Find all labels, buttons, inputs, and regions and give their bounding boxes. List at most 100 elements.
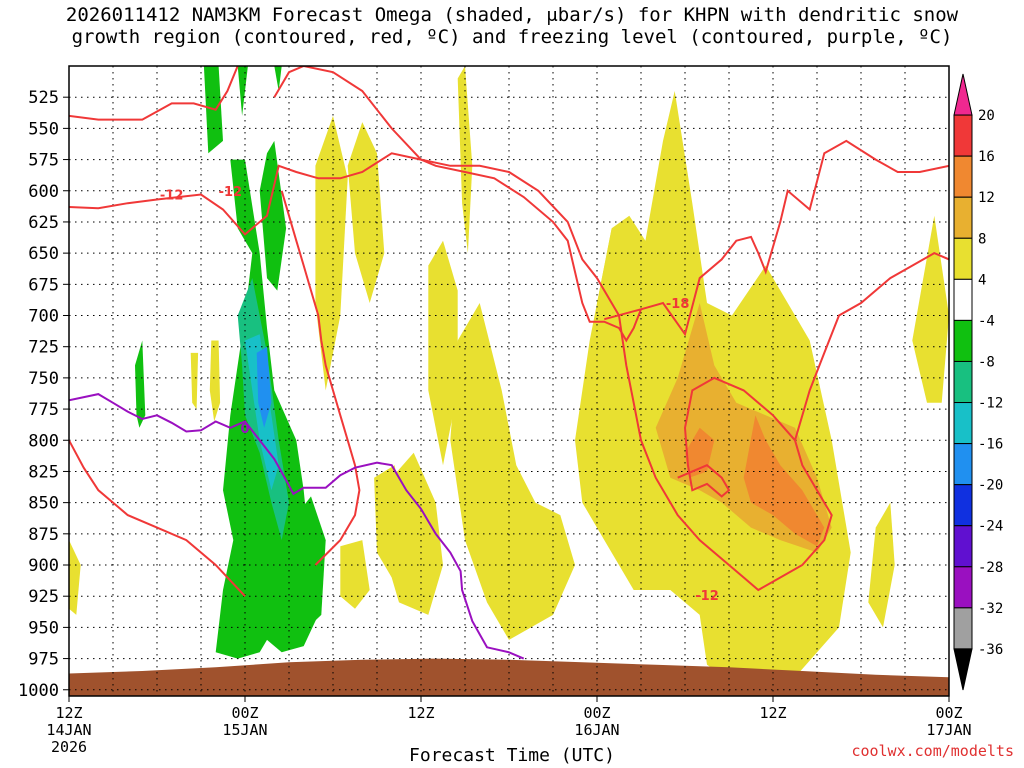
freezing-level-label: 0 bbox=[240, 422, 249, 437]
x-tick-label-0-1: 14JAN bbox=[46, 721, 91, 739]
y-tick-label-700: 700 bbox=[28, 307, 59, 327]
omega-region-4 bbox=[347, 122, 385, 303]
y-tick-label-975: 975 bbox=[28, 650, 59, 670]
omega-region-10 bbox=[912, 215, 949, 403]
y-tick-label-850: 850 bbox=[28, 494, 59, 514]
omega-region-1 bbox=[450, 303, 575, 640]
colorbar-label-0: 20 bbox=[978, 108, 995, 124]
dgz-contour-5 bbox=[280, 190, 361, 566]
colorbar-label-1: 16 bbox=[978, 149, 995, 165]
colorbar-label-7: -12 bbox=[978, 396, 1003, 412]
colorbar-bin-7 bbox=[953, 360, 973, 404]
omega-region-2 bbox=[597, 228, 634, 503]
y-tick-label-525: 525 bbox=[28, 88, 59, 108]
x-tick-label-5-0: 00Z bbox=[935, 704, 962, 722]
y-axis: 525 550 575 600 625 650 675 700 725 750 775 800 825 8… bbox=[18, 88, 69, 701]
omega-region-17 bbox=[743, 415, 825, 547]
y-tick-label-925: 925 bbox=[28, 587, 59, 607]
colorbar-bin-12 bbox=[953, 566, 973, 609]
omega-region-9 bbox=[340, 540, 370, 609]
x-tick-label-0-0: 12Z bbox=[55, 704, 82, 722]
omega-region-14 bbox=[190, 352, 199, 410]
colorbar-label-11: -28 bbox=[978, 560, 1003, 576]
dgz-contour-6 bbox=[794, 251, 949, 441]
y-tick-label-900: 900 bbox=[28, 556, 59, 576]
plot-frame bbox=[68, 65, 950, 697]
omega-region-22 bbox=[237, 66, 248, 116]
dgz-contour-0 bbox=[69, 66, 239, 121]
x-tick-label-1-1: 15JAN bbox=[222, 721, 267, 739]
x-tick-label-4-0: 12Z bbox=[759, 704, 786, 722]
y-tick-label-550: 550 bbox=[28, 119, 59, 139]
y-tick-label-725: 725 bbox=[28, 338, 59, 358]
colorbar-bin-10 bbox=[953, 484, 973, 527]
colorbar-bin-8 bbox=[953, 402, 973, 445]
dgz-contour-label-0: -12 bbox=[219, 185, 243, 200]
colorbar-label-8: -16 bbox=[978, 437, 1003, 453]
y-tick-label-750: 750 bbox=[28, 369, 59, 389]
colorbar-label-2: 12 bbox=[978, 190, 995, 206]
contours: -12 -12 -18 -12 0 bbox=[69, 66, 949, 660]
watermark[interactable]: coolwx.com/modelts bbox=[851, 742, 1014, 760]
x-tick-label-2-0: 12Z bbox=[407, 704, 434, 722]
colorbar-label-5: -4 bbox=[978, 313, 995, 329]
colorbar-bin-1 bbox=[953, 114, 973, 157]
omega-region-28 bbox=[256, 346, 272, 428]
colorbar-label-13: -36 bbox=[978, 642, 1003, 658]
omega-region-12 bbox=[69, 540, 81, 615]
y-tick-label-625: 625 bbox=[28, 213, 59, 233]
omega-region-11 bbox=[868, 502, 895, 628]
colorbar-label-10: -24 bbox=[978, 519, 1003, 535]
dgz-contour-2 bbox=[604, 308, 642, 321]
y-tick-label-1000: 1000 bbox=[18, 681, 59, 701]
y-tick-label-575: 575 bbox=[28, 151, 59, 171]
y-tick-label-950: 950 bbox=[28, 618, 59, 638]
colorbar-bin-5 bbox=[953, 278, 973, 321]
y-tick-label-650: 650 bbox=[28, 244, 59, 264]
y-tick-label-875: 875 bbox=[28, 525, 59, 545]
omega-region-7 bbox=[374, 465, 407, 578]
colorbar-label-9: -20 bbox=[978, 478, 1003, 494]
x-tick-label-5-1: 17JAN bbox=[926, 721, 971, 739]
colorbar-bin-9 bbox=[953, 443, 973, 486]
x-tick-label-3-1: 16JAN bbox=[574, 721, 619, 739]
colorbar-bin-11 bbox=[953, 525, 973, 568]
y-tick-label-600: 600 bbox=[28, 182, 59, 202]
omega-region-20 bbox=[259, 140, 287, 291]
colorbar-bin-13 bbox=[953, 607, 973, 650]
x-tick-label-1-0: 00Z bbox=[231, 704, 258, 722]
colorbar-bin-2 bbox=[953, 155, 973, 198]
colorbar-label-4: 4 bbox=[978, 272, 986, 288]
colorbar-arrow-bottom bbox=[953, 648, 973, 691]
chart-title-line2: growth region (contoured, red, ºC) and f… bbox=[71, 26, 953, 48]
dgz-contour-4 bbox=[69, 439, 246, 597]
colorbar-label-6: -8 bbox=[978, 354, 995, 370]
dgz-contour-label-3: -12 bbox=[695, 589, 719, 604]
terrain-fill bbox=[69, 658, 949, 696]
omega-region-13 bbox=[209, 340, 221, 422]
omega-region-24 bbox=[274, 66, 282, 91]
dgz-contour-label-1: -12 bbox=[160, 188, 184, 203]
colorbar: 20 16 12 8 4 -4 -8 -12 -16 -20 -24 -28 -32 -36 bbox=[953, 73, 1003, 691]
omega-region-5 bbox=[315, 115, 348, 391]
x-axis-title: Forecast Time (UTC) bbox=[409, 745, 615, 766]
chart-title: 2026011412 NAM3KM Forecast Omega (shaded… bbox=[0, 4, 1024, 48]
x-tick-label-3-0: 00Z bbox=[583, 704, 610, 722]
colorbar-bin-6 bbox=[953, 319, 973, 362]
omega-region-23 bbox=[135, 340, 146, 428]
freezing-level-line bbox=[69, 393, 525, 660]
chart-title-line1: 2026011412 NAM3KM Forecast Omega (shaded… bbox=[65, 4, 959, 26]
colorbar-label-3: 8 bbox=[978, 231, 986, 247]
omega-region-25 bbox=[296, 496, 326, 628]
dgz-contour-3 bbox=[273, 66, 833, 592]
dgz-contour-label-2: -18 bbox=[666, 297, 690, 312]
dgz-contour-1 bbox=[69, 139, 949, 343]
y-tick-label-825: 825 bbox=[28, 462, 59, 482]
x-tick-label-0-2: 2026 bbox=[51, 738, 87, 756]
y-tick-label-775: 775 bbox=[28, 400, 59, 420]
y-tick-label-800: 800 bbox=[28, 431, 59, 451]
colorbar-label-12: -32 bbox=[978, 601, 1003, 617]
colorbar-bin-4 bbox=[953, 237, 973, 280]
